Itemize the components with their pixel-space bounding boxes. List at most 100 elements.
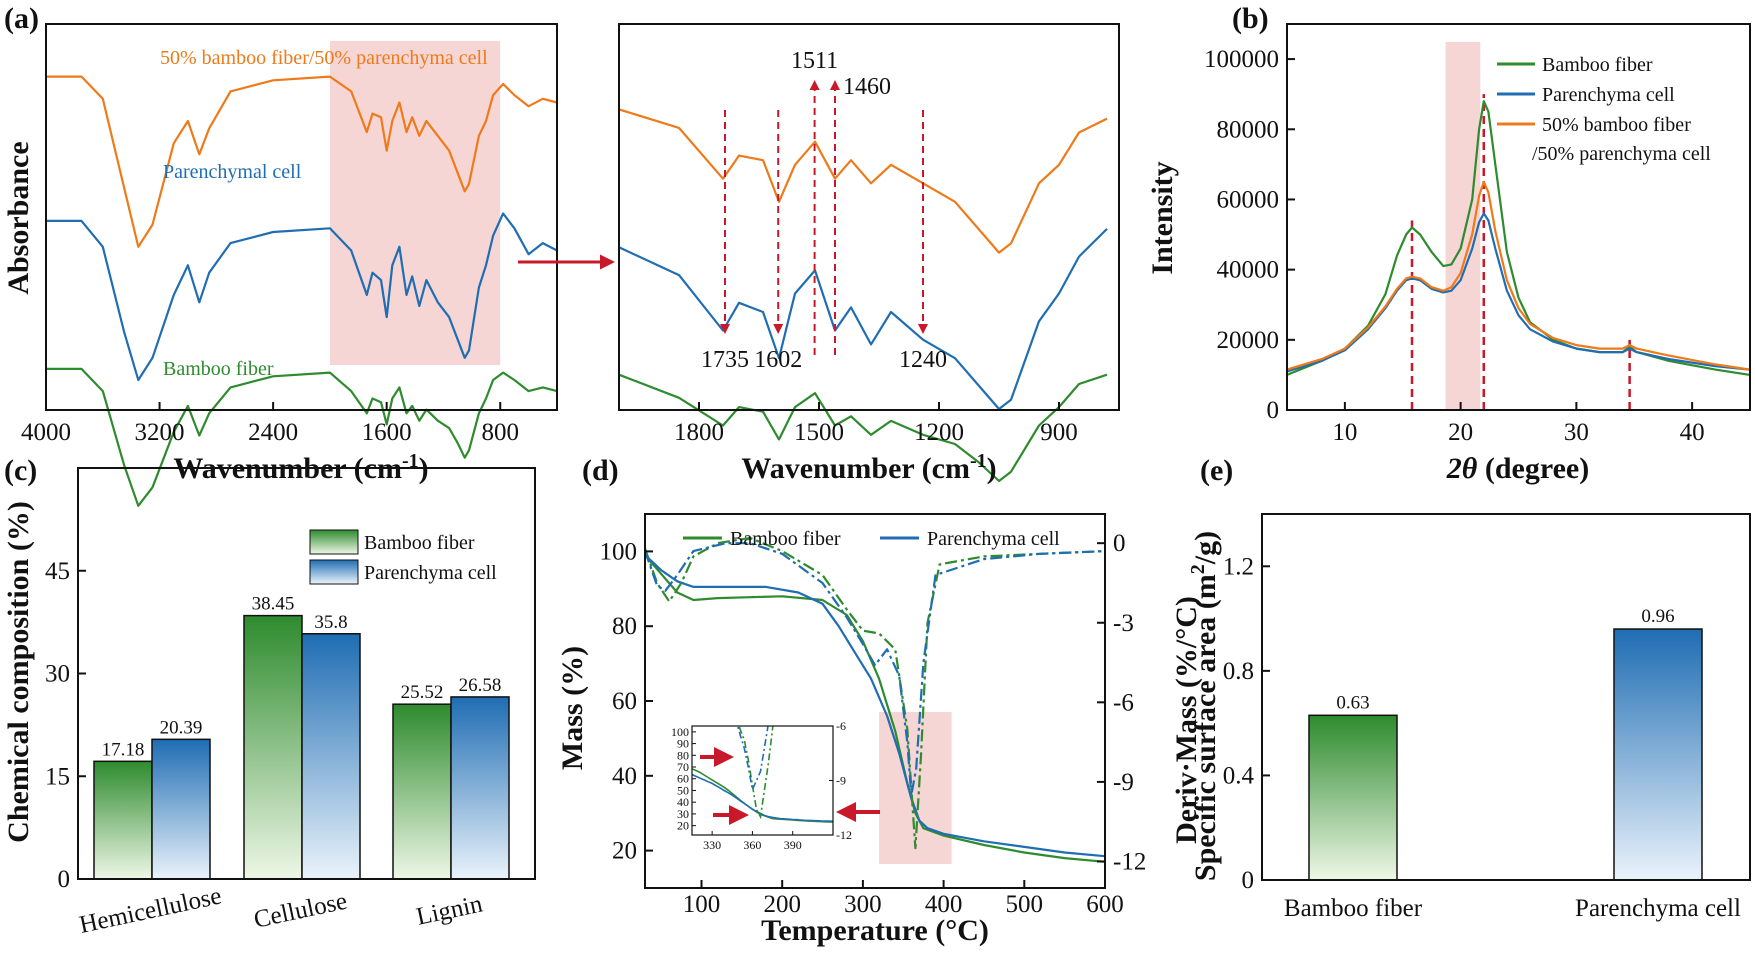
peak-label-1511: 1511: [791, 48, 838, 74]
x-tick-label: 200: [763, 891, 801, 918]
series-line-2: [618, 373, 1108, 483]
y-tick-label: 0: [1267, 397, 1280, 424]
x-ticks: 4000 3200 2400 1600 800: [21, 402, 519, 446]
x-tick-label: 1500: [794, 419, 844, 446]
x-tick-label: 300: [844, 891, 882, 918]
y-tick-label: 60: [612, 688, 637, 715]
series-group: [643, 536, 1106, 863]
x-tick-label: 800: [481, 419, 519, 446]
legend-label-mix-1: 50% bamboo fiber: [1542, 114, 1691, 136]
axis-ticks: 0 0.4 0.8 1.2: [1223, 553, 1270, 894]
y-tick-label: 0.8: [1223, 658, 1254, 685]
plot-frame: [1286, 23, 1751, 411]
y-tick-label: 40: [612, 763, 637, 790]
plot-frame: [618, 23, 1120, 411]
x-axis-title: Wavenumber (cm-1): [741, 450, 996, 485]
y-tick-label: 60000: [1217, 186, 1280, 213]
bar-0: [1308, 714, 1398, 881]
y-axis-title: Chemical composition (%): [2, 501, 35, 843]
legend-swatch-bamboo: [309, 529, 359, 555]
series-line-2: [1286, 180, 1751, 371]
inset-y-tick-label: 70: [677, 760, 689, 774]
panel-label-c: (c): [4, 454, 37, 487]
bar-value-label: 17.18: [102, 739, 145, 760]
bar-value-label: 0.96: [1641, 606, 1674, 627]
axis-ticks: 0 15 30 45: [45, 558, 86, 893]
inset-y-tick-label: 60: [677, 772, 689, 786]
category-label: Cellulose: [251, 888, 349, 934]
y-tick-label: 0.4: [1223, 762, 1255, 789]
bars: 17.18 20.39 Hemicellulose 38.45 35.8 Cellulos…: [77, 594, 510, 939]
peak-label-1460: 1460: [843, 74, 891, 100]
bar-value-label: 0.63: [1336, 692, 1369, 713]
peak-label-1602: 1602: [754, 347, 802, 373]
y-tick-label: 0: [58, 866, 71, 893]
category-label: Parenchyma cell: [1575, 895, 1741, 922]
inset-y-right-tick-label: -9: [836, 774, 846, 788]
series-line-2: [46, 367, 558, 507]
y-axis-title: Intensity: [1146, 161, 1179, 274]
x-tick-label: 100: [683, 891, 721, 918]
panel-c-composition: (c) 17.18 20.39 Hemicellulose 38.45 35.8 Cell…: [2, 454, 536, 939]
panel-a-ftir-full: (a) 4000 3200 2400 1600 800 Wavenumber (cm-1…: [2, 2, 558, 507]
legend-label-parenchyma: Parenchyma cell: [927, 528, 1060, 550]
peak-label-1735: 1735: [701, 347, 749, 373]
series-mass-1: [644, 554, 1106, 858]
inset-y-tick-label: 30: [677, 807, 689, 821]
y-right-tick-label: -6: [1113, 689, 1134, 716]
bar-hemicellulose-1: [151, 738, 211, 880]
inset-y-tick-label: 50: [677, 783, 689, 797]
bar-lignin-0: [392, 703, 452, 880]
x-tick-label: 900: [1040, 419, 1078, 446]
inset-y-tick-label: 80: [677, 748, 689, 762]
x-axis-title: Temperature (°C): [761, 914, 989, 947]
y-tick-label: 0: [1242, 867, 1255, 894]
y-axis-title: Mass (%): [556, 646, 589, 770]
inset-series-deriv-2: [738, 726, 774, 820]
bar-value-label: 26.58: [459, 675, 502, 696]
y-tick-label: 30: [45, 661, 70, 688]
legend-label-bamboo: Bamboo fiber: [364, 532, 475, 554]
y-right-tick-label: -12: [1113, 848, 1146, 875]
legend-label-mix-2: /50% parenchyma cell: [1532, 143, 1711, 165]
inset-x-tick-label: 330: [703, 838, 721, 852]
bar-cellulose-0: [243, 614, 303, 880]
bar-value-label: 35.8: [314, 612, 347, 633]
x-tick-label: 3200: [135, 419, 185, 446]
x-tick-label: 600: [1086, 891, 1124, 918]
legend-label-bamboo: Bamboo fiber: [1542, 54, 1653, 76]
plot-frame: [45, 23, 558, 411]
y-tick-label: 1.2: [1223, 553, 1254, 580]
series-line-1: [46, 212, 558, 382]
legend-label-parenchyma: Parenchyma cell: [364, 562, 497, 584]
y-tick-label: 80: [612, 613, 637, 640]
legend-label-parenchyma: Parenchyma cell: [1542, 84, 1675, 106]
legend: Bamboo fiber Parenchyma cell: [309, 529, 497, 585]
x-tick-label: 4000: [21, 419, 71, 446]
axis-ticks: 10 20 30 40 0 20000 40000 60000 80000 100000: [1204, 46, 1705, 446]
peak-label-1240: 1240: [899, 347, 947, 373]
inset-y-tick-label: 40: [677, 795, 689, 809]
plot-frame: [1261, 513, 1751, 881]
x-tick-label: 20: [1448, 419, 1473, 446]
x-ticks: 1800 1500 1200 900: [674, 402, 1078, 446]
y-right-tick-label: 0: [1113, 530, 1126, 557]
y-tick-label: 20000: [1217, 327, 1280, 354]
legend-swatch-parenchyma: [309, 559, 359, 585]
series-group: [618, 108, 1108, 483]
x-tick-label: 1800: [674, 419, 724, 446]
x-tick-label: 1600: [362, 419, 412, 446]
panel-b-xrd: (b) 10 20 30 40020000400006000080000100000 …: [1146, 2, 1751, 485]
bar-cellulose-1: [301, 633, 361, 880]
inset-y-tick-label: 100: [671, 725, 689, 739]
y-right-tick-label: -9: [1113, 769, 1134, 796]
axis-ticks: 100 200 300 400 500 600 20 40 60 80 100 0 -3 -6 -9 -12: [600, 530, 1147, 918]
series-line-1: [1286, 212, 1751, 373]
inset-y-right-tick-label: -12: [836, 828, 852, 842]
bar-value-label: 25.52: [401, 682, 444, 703]
panel-label-a: (a): [4, 2, 39, 35]
panel-d-tga: (d) 100 200 300 400 500 600 20 40 60 80 100 0 -3 -6 -9…: [556, 454, 1203, 947]
